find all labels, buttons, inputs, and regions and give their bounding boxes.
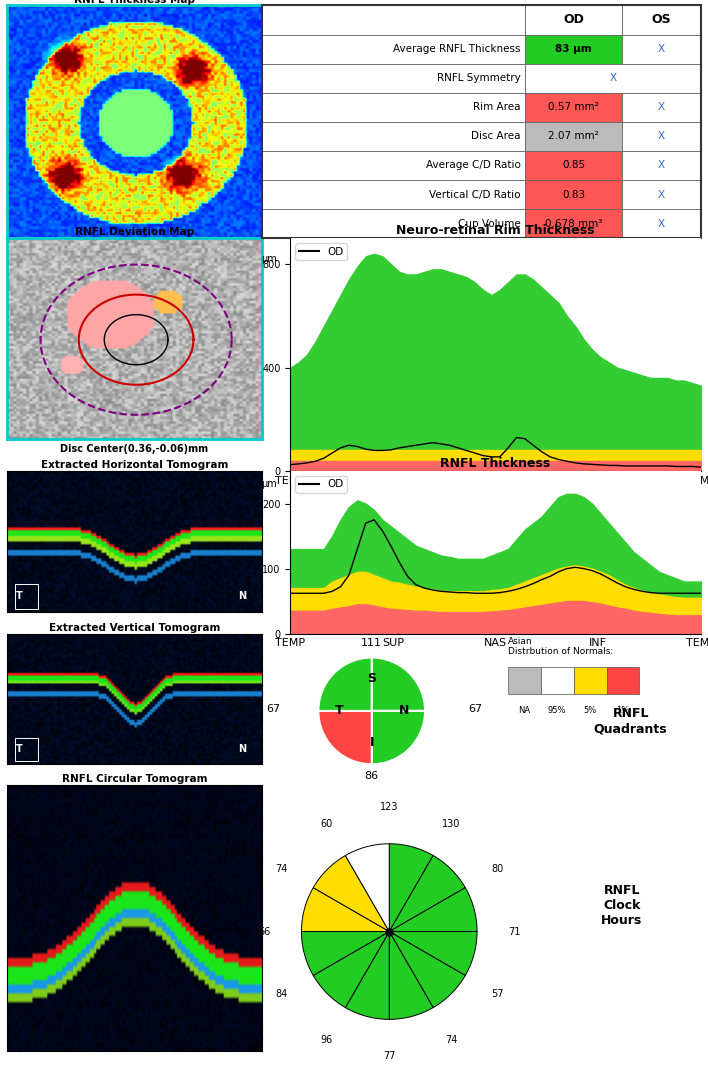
Title: RNFL Thickness: RNFL Thickness	[440, 457, 551, 470]
FancyBboxPatch shape	[541, 667, 573, 694]
Text: 1%: 1%	[617, 706, 629, 716]
Text: μm: μm	[261, 253, 278, 263]
FancyBboxPatch shape	[262, 35, 525, 64]
FancyBboxPatch shape	[525, 35, 622, 64]
Text: X: X	[658, 219, 665, 229]
Title: Extracted Vertical Tomogram: Extracted Vertical Tomogram	[49, 623, 220, 632]
FancyBboxPatch shape	[508, 667, 541, 694]
Text: X: X	[658, 190, 665, 199]
Text: X: X	[658, 160, 665, 170]
Text: Asian
Distrbution of Normals:: Asian Distrbution of Normals:	[508, 637, 613, 656]
Title: RNFL Circular Tomogram: RNFL Circular Tomogram	[62, 774, 207, 784]
Text: X: X	[658, 102, 665, 113]
FancyBboxPatch shape	[262, 151, 525, 180]
Text: 67: 67	[468, 704, 482, 715]
FancyBboxPatch shape	[622, 209, 701, 238]
Text: X: X	[610, 74, 617, 83]
FancyBboxPatch shape	[622, 35, 701, 64]
Legend: OD: OD	[295, 477, 347, 493]
Text: Disc Center(0.36,-0.06)mm: Disc Center(0.36,-0.06)mm	[60, 444, 209, 454]
Title: RNFL Deviation Map: RNFL Deviation Map	[75, 227, 194, 237]
Text: Average RNFL Thickness: Average RNFL Thickness	[394, 44, 521, 54]
Text: Rim Area: Rim Area	[474, 102, 521, 113]
Text: RNFL
Clock
Hours: RNFL Clock Hours	[601, 884, 643, 927]
Title: RNFL Thickness Map: RNFL Thickness Map	[74, 0, 195, 4]
Text: X: X	[658, 131, 665, 142]
Text: 2.07 mm²: 2.07 mm²	[548, 131, 599, 142]
Text: 95%: 95%	[548, 706, 566, 716]
FancyBboxPatch shape	[622, 151, 701, 180]
FancyBboxPatch shape	[262, 209, 525, 238]
FancyBboxPatch shape	[525, 5, 622, 35]
FancyBboxPatch shape	[573, 667, 607, 694]
Text: 0.85: 0.85	[562, 160, 586, 170]
Text: 5%: 5%	[583, 706, 597, 716]
Text: 0.83: 0.83	[562, 190, 586, 199]
FancyBboxPatch shape	[525, 151, 622, 180]
Text: Cup Volume: Cup Volume	[458, 219, 521, 229]
FancyBboxPatch shape	[262, 93, 525, 122]
FancyBboxPatch shape	[262, 5, 525, 35]
FancyBboxPatch shape	[262, 180, 525, 209]
FancyBboxPatch shape	[525, 93, 622, 122]
Text: T: T	[16, 591, 23, 601]
FancyBboxPatch shape	[622, 180, 701, 209]
Text: N: N	[238, 591, 246, 601]
Text: OD: OD	[563, 13, 584, 26]
FancyBboxPatch shape	[262, 122, 525, 151]
FancyBboxPatch shape	[622, 122, 701, 151]
Text: RNFL Symmetry: RNFL Symmetry	[438, 74, 521, 83]
Text: T: T	[16, 744, 23, 754]
Title: Extracted Horizontal Tomogram: Extracted Horizontal Tomogram	[41, 460, 228, 470]
Text: Average C/D Ratio: Average C/D Ratio	[426, 160, 521, 170]
FancyBboxPatch shape	[607, 667, 639, 694]
Text: 86: 86	[365, 771, 379, 781]
FancyBboxPatch shape	[622, 5, 701, 35]
Text: 83 μm: 83 μm	[555, 44, 592, 54]
Title: Neuro-retinal Rim Thickness: Neuro-retinal Rim Thickness	[396, 224, 595, 237]
Text: μm: μm	[261, 480, 278, 490]
FancyBboxPatch shape	[525, 64, 701, 93]
Text: 67: 67	[266, 704, 280, 715]
Text: RNFL
Quadrants: RNFL Quadrants	[594, 707, 668, 735]
Text: 0.57 mm²: 0.57 mm²	[548, 102, 599, 113]
Text: 0.678 mm³: 0.678 mm³	[545, 219, 603, 229]
FancyBboxPatch shape	[525, 180, 622, 209]
FancyBboxPatch shape	[525, 122, 622, 151]
Text: OS: OS	[651, 13, 671, 26]
FancyBboxPatch shape	[525, 209, 622, 238]
FancyBboxPatch shape	[262, 64, 525, 93]
Text: Disc Area: Disc Area	[472, 131, 521, 142]
Text: Vertical C/D Ratio: Vertical C/D Ratio	[430, 190, 521, 199]
Text: N: N	[238, 744, 246, 754]
Legend: OD: OD	[295, 244, 347, 260]
Text: NA: NA	[518, 706, 530, 716]
Text: X: X	[658, 44, 665, 54]
Text: 111: 111	[361, 638, 382, 648]
FancyBboxPatch shape	[622, 93, 701, 122]
